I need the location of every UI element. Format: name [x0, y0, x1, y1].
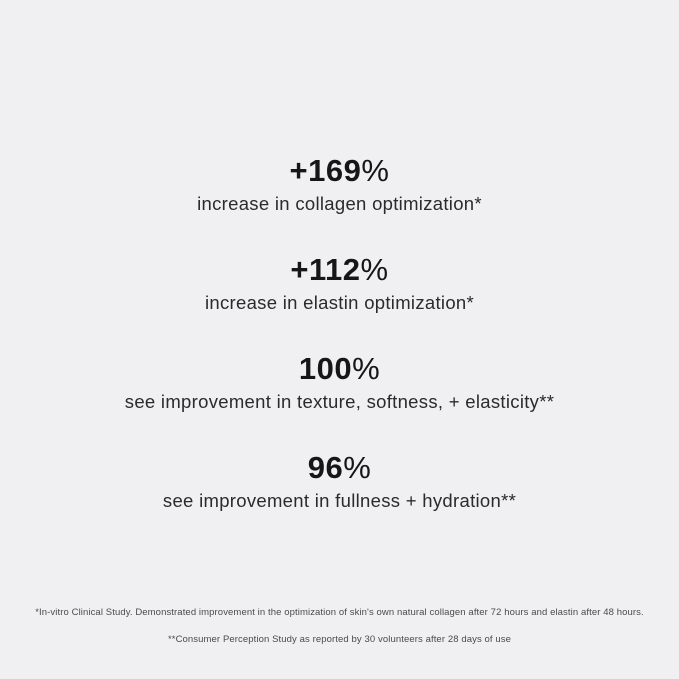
stat-label: increase in elastin optimization*	[204, 292, 475, 313]
stat-value: 100%	[0, 350, 679, 388]
stat-label: see improvement in texture, softness, + …	[124, 391, 555, 412]
stat-number: +169	[289, 153, 362, 188]
percent-sign: %	[352, 351, 381, 386]
stat-number: 100	[298, 351, 353, 386]
stat-value: +112%	[0, 251, 679, 289]
stat-number: +112	[290, 252, 361, 287]
stat-label: increase in collagen optimization*	[197, 193, 482, 214]
percent-sign: %	[343, 450, 372, 485]
footnote-clinical-study: *In-vitro Clinical Study. Demonstrated i…	[35, 607, 644, 618]
stats-list: +169% increase in collagen optimization*…	[0, 152, 679, 548]
stat-number: 96	[307, 450, 344, 485]
stat-value: +169%	[0, 152, 679, 190]
footnotes: *In-vitro Clinical Study. Demonstrated i…	[0, 606, 679, 660]
stat-block-collagen: +169% increase in collagen optimization*	[0, 152, 679, 218]
percent-sign: %	[360, 252, 389, 287]
footnote-consumer-study: **Consumer Perception Study as reported …	[167, 634, 512, 645]
stat-block-texture: 100% see improvement in texture, softnes…	[0, 350, 679, 416]
percent-sign: %	[361, 153, 390, 188]
stat-label: see improvement in fullness + hydration*…	[162, 490, 517, 511]
stat-block-elastin: +112% increase in elastin optimization*	[0, 251, 679, 317]
stat-value: 96%	[0, 449, 679, 487]
stat-block-fullness: 96% see improvement in fullness + hydrat…	[0, 449, 679, 515]
